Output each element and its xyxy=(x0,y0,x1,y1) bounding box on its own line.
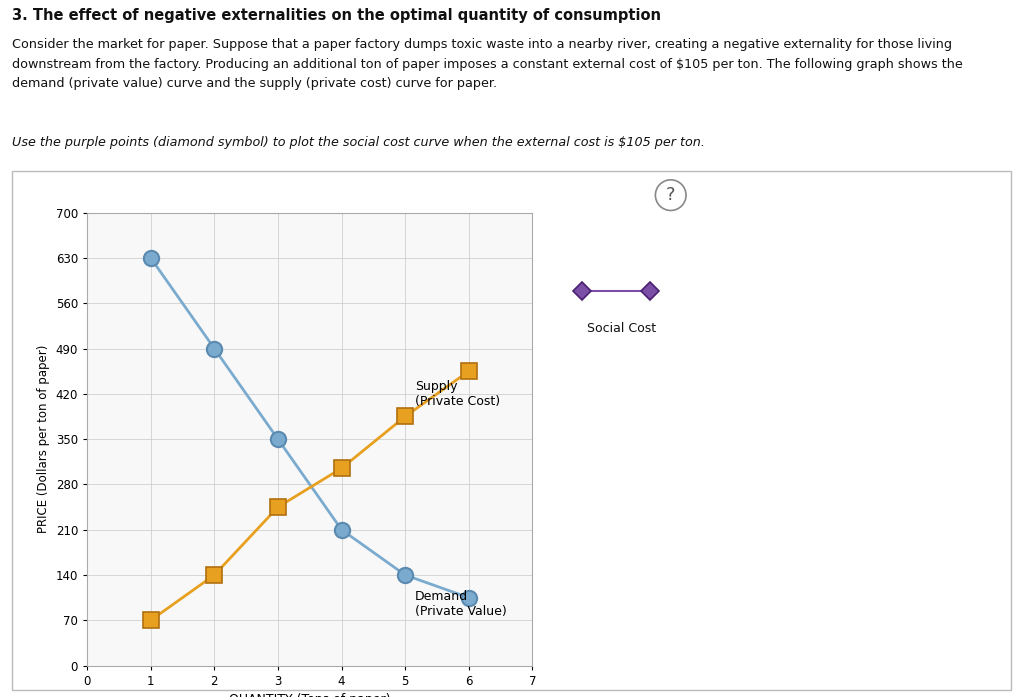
X-axis label: QUANTITY (Tons of paper): QUANTITY (Tons of paper) xyxy=(229,694,390,697)
Text: ?: ? xyxy=(666,186,676,204)
Text: 3. The effect of negative externalities on the optimal quantity of consumption: 3. The effect of negative externalities … xyxy=(12,8,662,24)
Text: Social Cost: Social Cost xyxy=(587,322,656,335)
Text: Use the purple points (diamond symbol) to plot the social cost curve when the ex: Use the purple points (diamond symbol) t… xyxy=(12,136,706,149)
Y-axis label: PRICE (Dollars per ton of paper): PRICE (Dollars per ton of paper) xyxy=(37,345,50,533)
Text: Supply
(Private Cost): Supply (Private Cost) xyxy=(415,380,500,408)
Text: Consider the market for paper. Suppose that a paper factory dumps toxic waste in: Consider the market for paper. Suppose t… xyxy=(12,38,963,91)
Text: Demand
(Private Value): Demand (Private Value) xyxy=(415,590,507,618)
